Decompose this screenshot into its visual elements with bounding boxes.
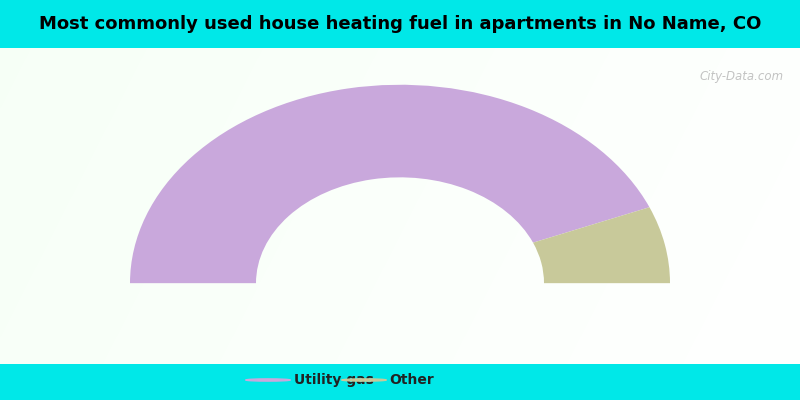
Circle shape (246, 379, 290, 381)
Text: Utility gas: Utility gas (294, 373, 374, 387)
Text: City-Data.com: City-Data.com (700, 70, 784, 83)
Wedge shape (130, 85, 650, 283)
Circle shape (342, 379, 386, 381)
Wedge shape (533, 207, 670, 283)
Text: Most commonly used house heating fuel in apartments in No Name, CO: Most commonly used house heating fuel in… (39, 15, 761, 33)
Text: Other: Other (390, 373, 434, 387)
